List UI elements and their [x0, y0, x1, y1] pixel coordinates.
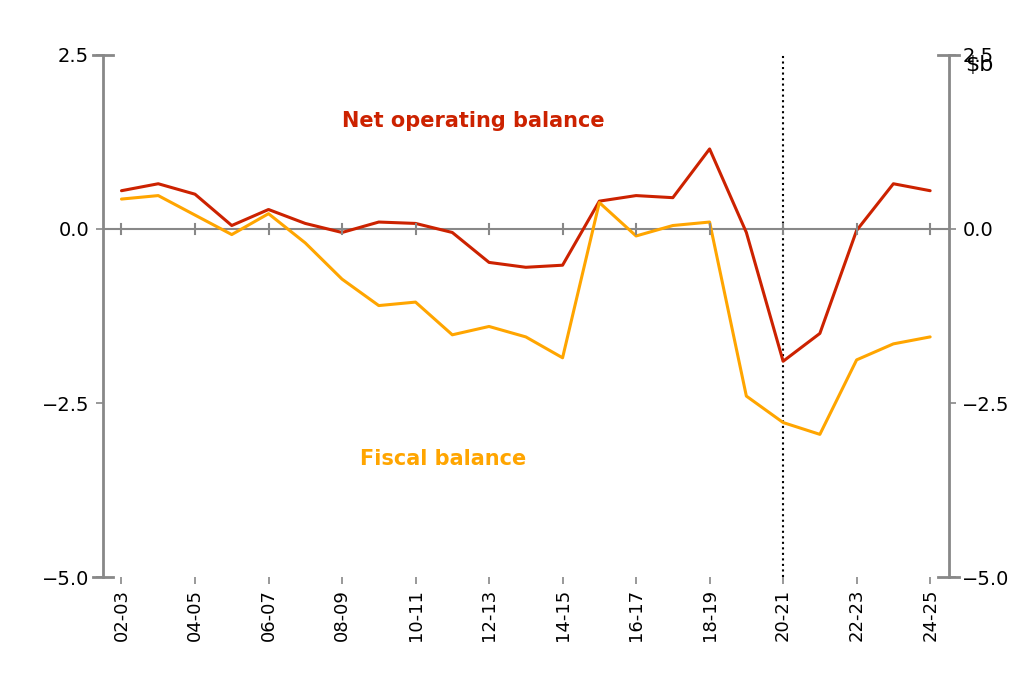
Text: Fiscal balance: Fiscal balance [361, 449, 527, 469]
Text: $b: $b [965, 55, 994, 75]
Text: Net operating balance: Net operating balance [342, 111, 604, 131]
